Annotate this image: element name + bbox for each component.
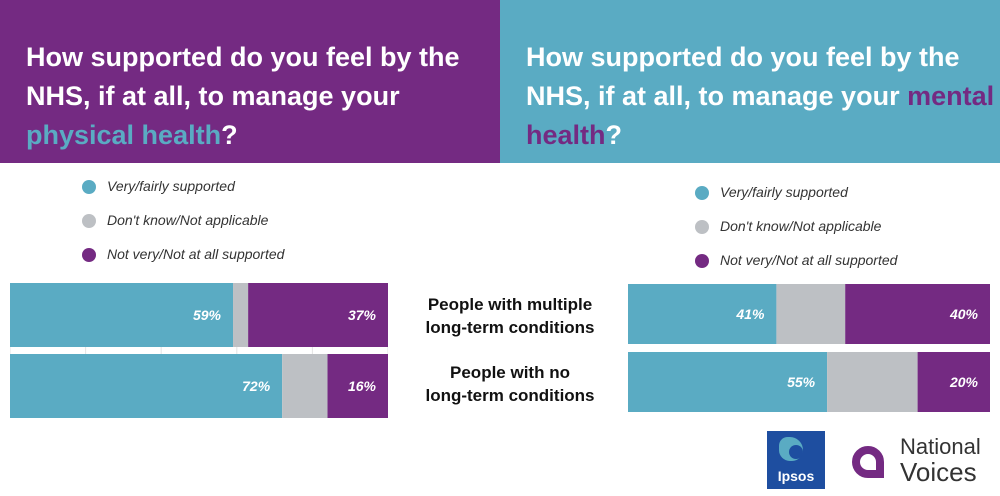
- bar-value-label: 20%: [949, 374, 979, 390]
- bar-segment-not-supported: [917, 352, 990, 412]
- legend-label: Don't know/Not applicable: [720, 218, 882, 234]
- title-text: How supported do you feel by the NHS, if…: [26, 42, 460, 111]
- bar-segment-dont-know: [233, 283, 249, 347]
- ipsos-logo-text: Ipsos: [777, 468, 815, 484]
- national-voices-swirl-icon: [852, 446, 884, 478]
- legend-label: Don't know/Not applicable: [107, 212, 269, 228]
- legend-dot-icon: [695, 220, 709, 234]
- bar-value-label: 41%: [735, 306, 765, 322]
- legend-dot-icon: [82, 248, 96, 262]
- title-end: ?: [605, 120, 623, 150]
- title-end: ?: [221, 120, 238, 150]
- bar-segment-dont-know: [827, 352, 918, 412]
- bar-segment-not-supported: [845, 284, 990, 344]
- bar-segment-not-supported: [248, 283, 388, 347]
- bar-value-label: 72%: [242, 378, 271, 394]
- bar-segment-dont-know: [282, 354, 328, 418]
- bar-segment-supported: [10, 354, 283, 418]
- physical-health-chart-svg: 59% 37% 72% 16%: [10, 283, 388, 418]
- legend-label: Very/fairly supported: [107, 178, 235, 194]
- bar-segment-not-supported: [327, 354, 388, 418]
- bar-value-label: 16%: [348, 378, 377, 394]
- title-highlight: mental health: [526, 81, 995, 150]
- physical-health-chart: 59% 37% 72% 16%: [10, 283, 388, 418]
- row-label-line: long-term conditions: [425, 318, 595, 337]
- ipsos-mark-inner-icon: [789, 445, 803, 459]
- legend-dot-icon: [695, 186, 709, 200]
- bar-segment-supported: [628, 352, 828, 412]
- national-voices-logo: National Voices: [852, 432, 992, 488]
- row-label-line: People with no: [450, 363, 570, 382]
- title-highlight: physical health: [26, 120, 222, 150]
- national-voices-line2: Voices: [900, 457, 977, 487]
- legend-label: Very/fairly supported: [720, 184, 848, 200]
- title-text: How supported do you feel by the NHS, if…: [526, 42, 960, 111]
- row-label-line: long-term conditions: [425, 386, 595, 405]
- legend-dot-icon: [82, 214, 96, 228]
- mental-health-banner: How supported do you feel by the NHS, if…: [500, 0, 1000, 163]
- physical-health-title: How supported do you feel by the NHS, if…: [26, 38, 500, 155]
- bar-value-label: 40%: [949, 306, 979, 322]
- mental-health-title: How supported do you feel by the NHS, if…: [526, 38, 1000, 155]
- legend-dot-icon: [695, 254, 709, 268]
- ipsos-logo: Ipsos: [767, 431, 825, 489]
- legend-label: Not very/Not at all supported: [720, 252, 898, 268]
- bar-value-label: 55%: [787, 374, 816, 390]
- legend-dot-icon: [82, 180, 96, 194]
- bar-segment-dont-know: [776, 284, 846, 344]
- bar-segment-supported: [628, 284, 777, 344]
- bar-value-label: 37%: [348, 307, 377, 323]
- national-voices-line1: National: [900, 434, 981, 459]
- row-label-none: People with no long-term conditions: [400, 361, 620, 407]
- bar-value-label: 59%: [193, 307, 222, 323]
- mental-health-chart: 41% 40% 55% 20%: [628, 283, 990, 413]
- physical-health-banner: How supported do you feel by the NHS, if…: [0, 0, 500, 163]
- bar-segment-supported: [10, 283, 234, 347]
- mental-health-chart-svg: 41% 40% 55% 20%: [628, 284, 990, 412]
- row-label-multiple: People with multiple long-term condition…: [400, 293, 620, 339]
- row-label-line: People with multiple: [427, 295, 593, 314]
- legend-label: Not very/Not at all supported: [107, 246, 285, 262]
